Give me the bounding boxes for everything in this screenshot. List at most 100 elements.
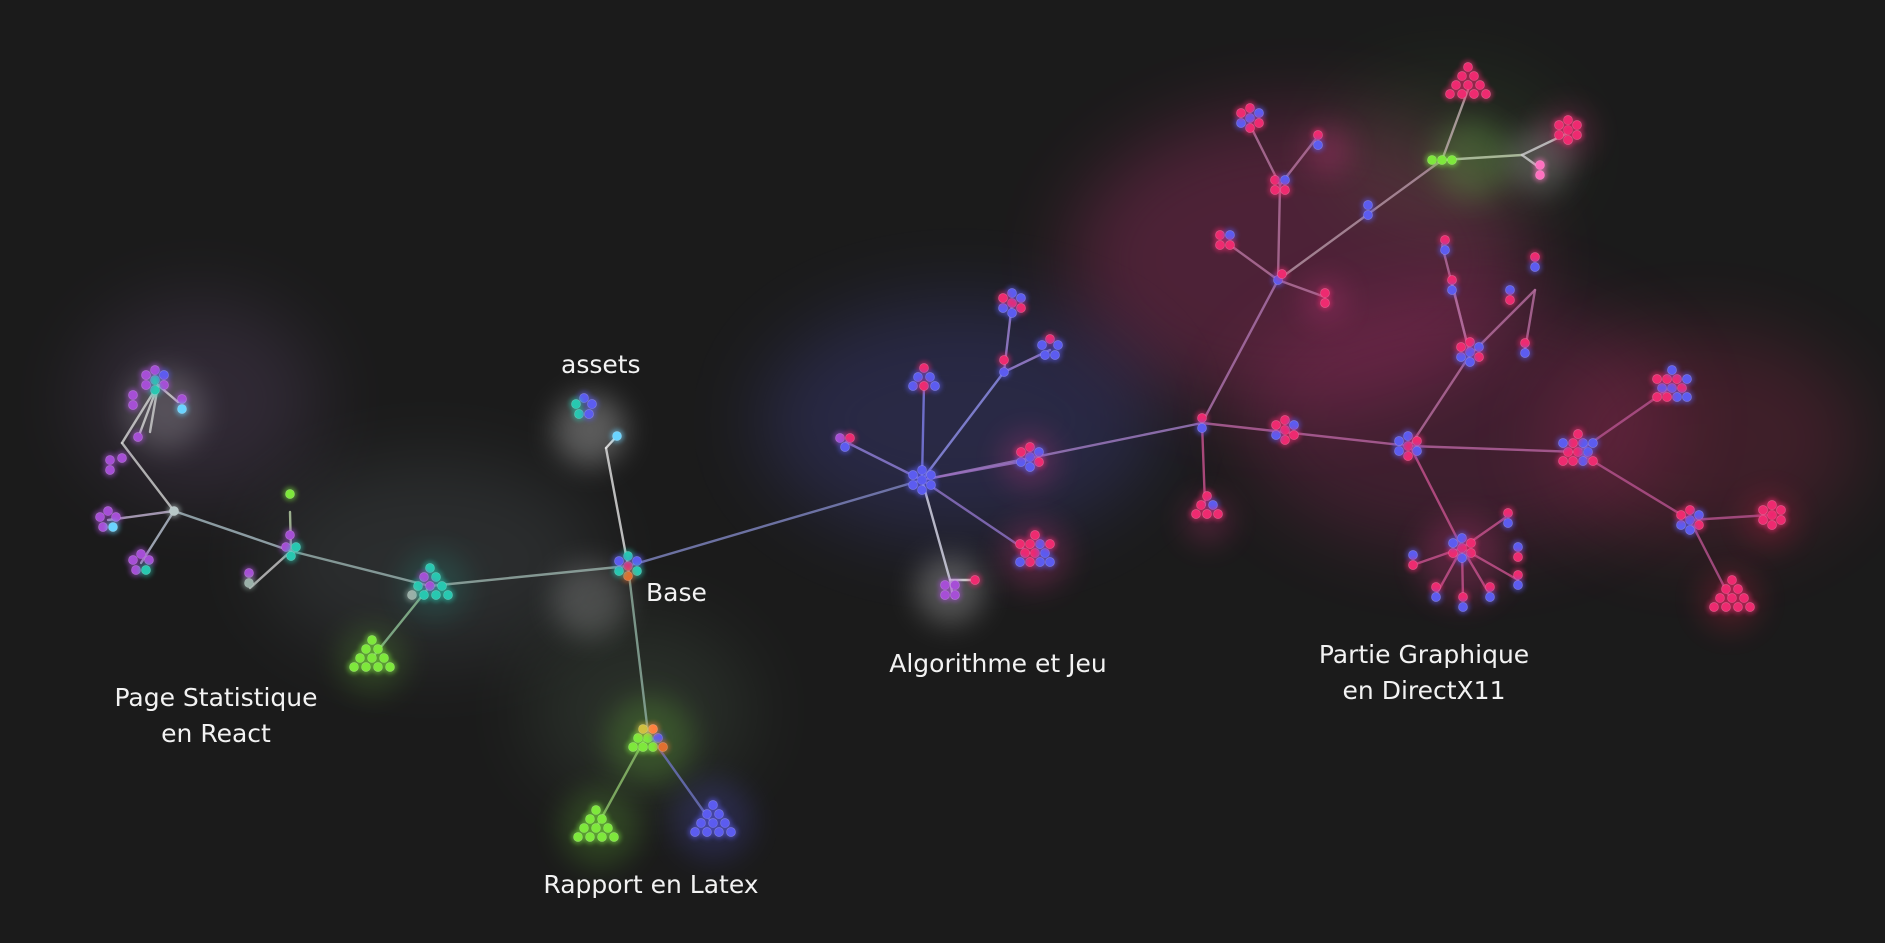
file-node xyxy=(1015,557,1025,567)
file-node xyxy=(591,823,601,833)
file-node xyxy=(714,809,724,819)
file-node xyxy=(177,404,187,414)
file-node xyxy=(1463,62,1473,72)
file-node xyxy=(597,832,607,842)
file-node xyxy=(1045,557,1055,567)
file-node xyxy=(999,367,1009,377)
file-node xyxy=(385,662,395,672)
file-node xyxy=(908,470,918,480)
file-node xyxy=(609,832,619,842)
file-node xyxy=(930,381,940,391)
file-node xyxy=(169,506,179,516)
file-node xyxy=(1445,89,1455,99)
file-node xyxy=(919,381,929,391)
file-node xyxy=(128,400,138,410)
file-node xyxy=(1676,510,1686,520)
file-node xyxy=(355,653,365,663)
file-node xyxy=(658,742,668,752)
label-directx-line1: Partie Graphique xyxy=(1319,640,1529,669)
file-node xyxy=(349,662,359,672)
file-node xyxy=(702,827,712,837)
file-node xyxy=(1320,298,1330,308)
file-node xyxy=(419,590,429,600)
file-node xyxy=(1457,71,1467,81)
labels: assets Base Page Statistique en React Ra… xyxy=(114,350,1529,899)
file-node xyxy=(999,355,1009,365)
file-node xyxy=(1463,80,1473,90)
file-node xyxy=(919,363,929,373)
file-node xyxy=(950,590,960,600)
file-node xyxy=(379,653,389,663)
file-node xyxy=(908,381,918,391)
file-node xyxy=(1667,365,1677,375)
file-node xyxy=(1652,392,1662,402)
file-node xyxy=(141,370,151,380)
label-base: Base xyxy=(646,578,707,607)
file-node xyxy=(1197,423,1207,433)
file-node xyxy=(585,832,595,842)
file-node xyxy=(1721,602,1731,612)
file-node xyxy=(286,551,296,561)
file-node xyxy=(1475,80,1485,90)
file-node xyxy=(603,823,613,833)
file-node xyxy=(1745,602,1755,612)
file-node xyxy=(1573,429,1583,439)
file-node xyxy=(584,409,594,419)
file-node xyxy=(133,432,143,442)
file-node xyxy=(638,724,648,734)
file-node xyxy=(1535,170,1545,180)
file-node xyxy=(1558,456,1568,466)
file-node xyxy=(373,644,383,654)
file-node xyxy=(1652,374,1662,384)
file-node xyxy=(443,590,453,600)
file-node xyxy=(1448,538,1458,548)
file-node xyxy=(597,814,607,824)
file-node xyxy=(419,572,429,582)
file-node xyxy=(141,565,151,575)
file-node xyxy=(1588,456,1598,466)
file-node xyxy=(1431,592,1441,602)
file-node xyxy=(614,556,624,566)
file-node xyxy=(1554,120,1564,130)
file-node xyxy=(714,827,724,837)
file-node xyxy=(628,742,638,752)
file-node xyxy=(1045,539,1055,549)
file-node xyxy=(1682,392,1692,402)
file-node xyxy=(690,827,700,837)
file-node xyxy=(1447,155,1457,165)
file-nodes xyxy=(93,60,1788,844)
file-node xyxy=(1030,530,1040,540)
file-node xyxy=(285,489,295,499)
file-node xyxy=(117,453,127,463)
file-node xyxy=(244,578,254,588)
file-node xyxy=(437,581,447,591)
file-node xyxy=(1485,592,1495,602)
file-node xyxy=(1408,560,1418,570)
file-node xyxy=(1280,185,1290,195)
file-node xyxy=(998,293,1008,303)
file-node xyxy=(1447,285,1457,295)
label-react-line1: Page Statistique xyxy=(114,683,317,712)
file-node xyxy=(285,530,295,540)
file-node xyxy=(1733,602,1743,612)
file-node xyxy=(1451,80,1461,90)
file-node xyxy=(1682,374,1692,384)
file-node xyxy=(1503,518,1513,528)
file-node xyxy=(1733,584,1743,594)
file-node xyxy=(1394,436,1404,446)
file-node xyxy=(425,581,435,591)
file-node xyxy=(1505,295,1515,305)
file-node xyxy=(612,431,622,441)
file-node xyxy=(702,809,712,819)
file-node xyxy=(708,818,718,828)
file-node xyxy=(726,827,736,837)
file-node xyxy=(105,465,115,475)
file-node xyxy=(361,662,371,672)
file-node xyxy=(1727,575,1737,585)
file-node xyxy=(720,818,730,828)
file-node xyxy=(1739,593,1749,603)
cluster-glows xyxy=(80,70,1860,868)
file-node xyxy=(367,635,377,645)
file-node xyxy=(1363,210,1373,220)
file-node xyxy=(1721,584,1731,594)
